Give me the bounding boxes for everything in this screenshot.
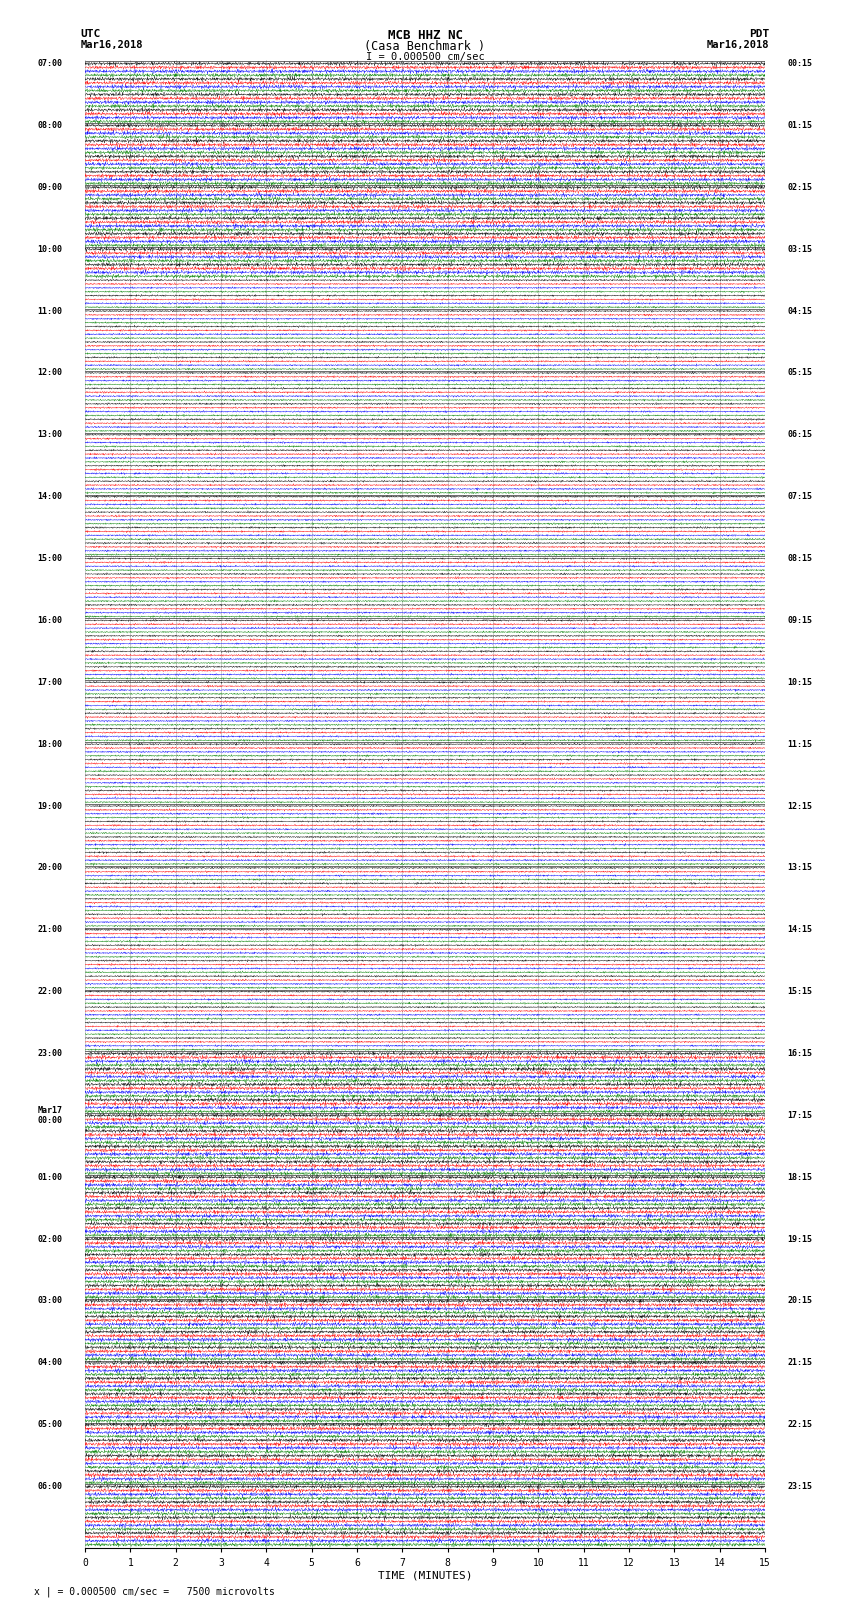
Text: 22:00: 22:00	[37, 987, 62, 997]
Text: 18:15: 18:15	[788, 1173, 813, 1182]
Text: 11:15: 11:15	[788, 740, 813, 748]
Text: Mar16,2018: Mar16,2018	[706, 40, 769, 50]
Text: 20:00: 20:00	[37, 863, 62, 873]
Text: 19:00: 19:00	[37, 802, 62, 810]
Text: 05:15: 05:15	[788, 368, 813, 377]
Text: 00:15: 00:15	[788, 60, 813, 68]
Text: 04:15: 04:15	[788, 306, 813, 316]
Text: x | = 0.000500 cm/sec =   7500 microvolts: x | = 0.000500 cm/sec = 7500 microvolts	[34, 1586, 275, 1597]
Text: 08:00: 08:00	[37, 121, 62, 131]
Text: 07:15: 07:15	[788, 492, 813, 502]
Text: 23:00: 23:00	[37, 1048, 62, 1058]
Text: 09:00: 09:00	[37, 182, 62, 192]
Text: Mar17
00:00: Mar17 00:00	[37, 1105, 62, 1126]
Text: 21:15: 21:15	[788, 1358, 813, 1368]
Text: 22:15: 22:15	[788, 1419, 813, 1429]
Text: 18:00: 18:00	[37, 740, 62, 748]
Text: 09:15: 09:15	[788, 616, 813, 624]
Text: 02:00: 02:00	[37, 1234, 62, 1244]
Text: 14:00: 14:00	[37, 492, 62, 502]
Text: 13:00: 13:00	[37, 431, 62, 439]
Text: I = 0.000500 cm/sec: I = 0.000500 cm/sec	[366, 52, 484, 61]
Text: 17:00: 17:00	[37, 677, 62, 687]
Text: 19:15: 19:15	[788, 1234, 813, 1244]
Text: 12:00: 12:00	[37, 368, 62, 377]
Text: MCB HHZ NC: MCB HHZ NC	[388, 29, 462, 42]
Text: 07:00: 07:00	[37, 60, 62, 68]
Text: PDT: PDT	[749, 29, 769, 39]
Text: UTC: UTC	[81, 29, 101, 39]
Text: 11:00: 11:00	[37, 306, 62, 316]
Text: 08:15: 08:15	[788, 553, 813, 563]
Text: 15:00: 15:00	[37, 553, 62, 563]
Text: 13:15: 13:15	[788, 863, 813, 873]
X-axis label: TIME (MINUTES): TIME (MINUTES)	[377, 1571, 473, 1581]
Text: 12:15: 12:15	[788, 802, 813, 810]
Text: (Casa Benchmark ): (Casa Benchmark )	[365, 40, 485, 53]
Text: 10:15: 10:15	[788, 677, 813, 687]
Text: 21:00: 21:00	[37, 926, 62, 934]
Text: 14:15: 14:15	[788, 926, 813, 934]
Text: 04:00: 04:00	[37, 1358, 62, 1368]
Text: 16:15: 16:15	[788, 1048, 813, 1058]
Text: 15:15: 15:15	[788, 987, 813, 997]
Text: 23:15: 23:15	[788, 1482, 813, 1490]
Text: 10:00: 10:00	[37, 245, 62, 253]
Text: 17:15: 17:15	[788, 1111, 813, 1119]
Text: 05:00: 05:00	[37, 1419, 62, 1429]
Text: 06:00: 06:00	[37, 1482, 62, 1490]
Text: 16:00: 16:00	[37, 616, 62, 624]
Text: 02:15: 02:15	[788, 182, 813, 192]
Text: 01:15: 01:15	[788, 121, 813, 131]
Text: 03:00: 03:00	[37, 1297, 62, 1305]
Text: Mar16,2018: Mar16,2018	[81, 40, 144, 50]
Text: 20:15: 20:15	[788, 1297, 813, 1305]
Text: 06:15: 06:15	[788, 431, 813, 439]
Text: 03:15: 03:15	[788, 245, 813, 253]
Text: 01:00: 01:00	[37, 1173, 62, 1182]
